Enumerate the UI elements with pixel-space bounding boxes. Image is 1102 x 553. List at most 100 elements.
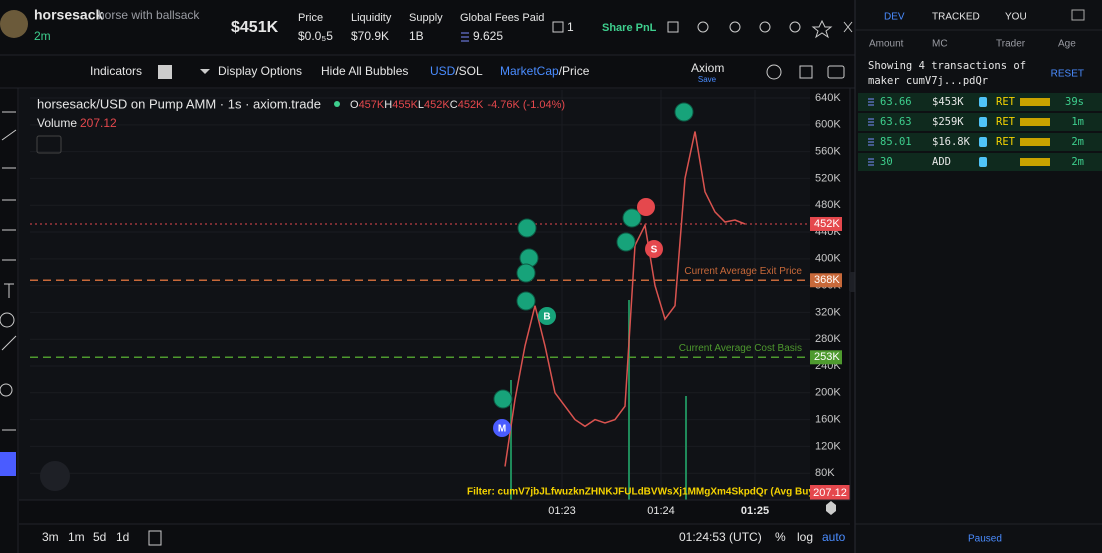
trade-age: 1m <box>1071 116 1084 128</box>
filter-icon[interactable] <box>1071 9 1085 21</box>
price-tag <box>810 350 842 365</box>
trade-bubble <box>637 198 655 216</box>
reset[interactable]: RESET <box>1051 69 1084 80</box>
token-desc: horse with ballsack <box>98 8 200 22</box>
ohlc-key: L <box>418 99 424 111</box>
share-pnl[interactable]: Share PnL <box>602 22 657 34</box>
y-tick-label: 560K <box>815 146 841 158</box>
save[interactable]: Save <box>698 75 717 84</box>
price-line-name: Current Average Exit Price <box>684 266 802 277</box>
indicators[interactable]: Indicators <box>90 64 142 78</box>
mode-b: /Price <box>559 64 590 78</box>
currency-usd[interactable]: USD/SOL <box>430 64 483 78</box>
stat-value: 1B <box>409 29 424 43</box>
trade-bubble <box>517 218 537 238</box>
trade-bubble <box>493 389 513 409</box>
panel-tab: DEV <box>884 12 905 23</box>
bubble-label: M <box>498 424 506 435</box>
drawing-tools <box>0 111 17 476</box>
auto-toggle[interactable]: auto <box>822 530 846 544</box>
ohlc-value: 457K <box>359 99 385 111</box>
axis-settings[interactable] <box>826 501 836 515</box>
trade-amount: 85.01 <box>880 136 912 148</box>
trade-age: 2m <box>1071 156 1084 168</box>
stat-value: 9.625 <box>473 29 503 43</box>
y-tick-label: 400K <box>815 253 841 265</box>
percent-toggle[interactable]: % <box>775 530 786 544</box>
range-button[interactable]: 5d <box>93 530 106 544</box>
trader-badges <box>1020 138 1050 146</box>
trader-icon <box>979 137 987 147</box>
camera-icon[interactable] <box>827 65 845 79</box>
trade-age: 39s <box>1065 96 1084 108</box>
axiom-layout[interactable]: Axiom <box>691 61 724 75</box>
caret <box>200 69 210 74</box>
y-tick-label: 120K <box>815 440 841 452</box>
volume-label: Volume <box>37 116 77 130</box>
trade-bubble <box>493 419 511 437</box>
trade-bubble <box>516 263 536 283</box>
live-dot <box>334 101 340 107</box>
y-tick-label: 280K <box>815 333 841 345</box>
panel-tab: YOU <box>1005 12 1027 23</box>
sol-icon <box>868 98 874 106</box>
ohlc-value: 455K <box>392 99 418 111</box>
trades-panel <box>855 0 1102 553</box>
change: -4.76K (-1.04%) <box>487 99 565 111</box>
display-options[interactable]: Display Options <box>218 64 302 78</box>
ohlc-value: 452K <box>458 99 484 111</box>
range-button[interactable]: 1d <box>116 530 129 544</box>
currency-a: USD <box>430 64 456 78</box>
mode-toggle[interactable]: MarketCap/Price <box>500 64 590 78</box>
range-button[interactable]: 1m <box>68 530 85 544</box>
trader-badges <box>1020 158 1050 166</box>
range-button[interactable]: 3m <box>42 530 59 544</box>
trade-mc: $16.8K <box>932 136 971 148</box>
column-header: Trader <box>996 39 1026 50</box>
token-logo <box>0 10 28 38</box>
status: Paused <box>968 534 1002 545</box>
bubble-label: B <box>543 312 550 323</box>
trader-badges <box>1020 98 1050 106</box>
holders-icon[interactable] <box>552 21 564 33</box>
date-range-icon[interactable] <box>148 530 162 546</box>
stat-label: Supply <box>409 12 443 24</box>
trade-mc: $259K <box>932 116 964 128</box>
ohlc: O457KH455KL452KC452K -4.76K (-1.04%) <box>350 99 565 111</box>
trader-icon <box>979 157 987 167</box>
tv-logo <box>40 461 70 491</box>
trade-bubble <box>622 208 642 228</box>
trade-action: RET <box>996 116 1016 128</box>
y-tick-label: 600K <box>815 119 841 131</box>
fullscreen-icon[interactable] <box>799 65 813 79</box>
trade-amount: 30 <box>880 156 893 168</box>
y-tick-label: 320K <box>815 306 841 318</box>
y-tick-label: 520K <box>815 172 841 184</box>
volume-bar <box>685 396 687 500</box>
ohlc-key: C <box>450 99 458 111</box>
price-line-series <box>504 131 746 467</box>
stat-value: $0.0₅5 <box>298 29 333 43</box>
x-tick-label: 01:23 <box>548 505 576 517</box>
y-tick-label: 200K <box>815 387 841 399</box>
y-tick-label: 480K <box>815 199 841 211</box>
volume-value: 207.12 <box>80 116 117 130</box>
trade-action: RET <box>996 136 1016 148</box>
currency-b: /SOL <box>455 64 483 78</box>
column-header: MC <box>932 39 948 50</box>
header-icons <box>667 19 853 39</box>
trader-badges <box>1020 118 1050 126</box>
trade-age: 2m <box>1071 136 1084 148</box>
sol-icon <box>868 138 874 146</box>
trade-amount: 63.66 <box>880 96 912 108</box>
price-tag <box>810 216 842 231</box>
collapse-button[interactable] <box>36 135 62 154</box>
layout-icon[interactable] <box>158 65 172 79</box>
filter-text: Filter: cumV7jbJLfwuzknZHNKJFULdBVWsXj1M… <box>467 487 817 498</box>
trade-tag: ADD <box>932 156 951 168</box>
trade-bubble <box>616 232 636 252</box>
hide-bubbles[interactable]: Hide All Bubbles <box>321 64 408 78</box>
column-header: Amount <box>869 39 904 50</box>
settings-icon[interactable] <box>766 64 782 80</box>
log-toggle[interactable]: log <box>797 530 813 544</box>
